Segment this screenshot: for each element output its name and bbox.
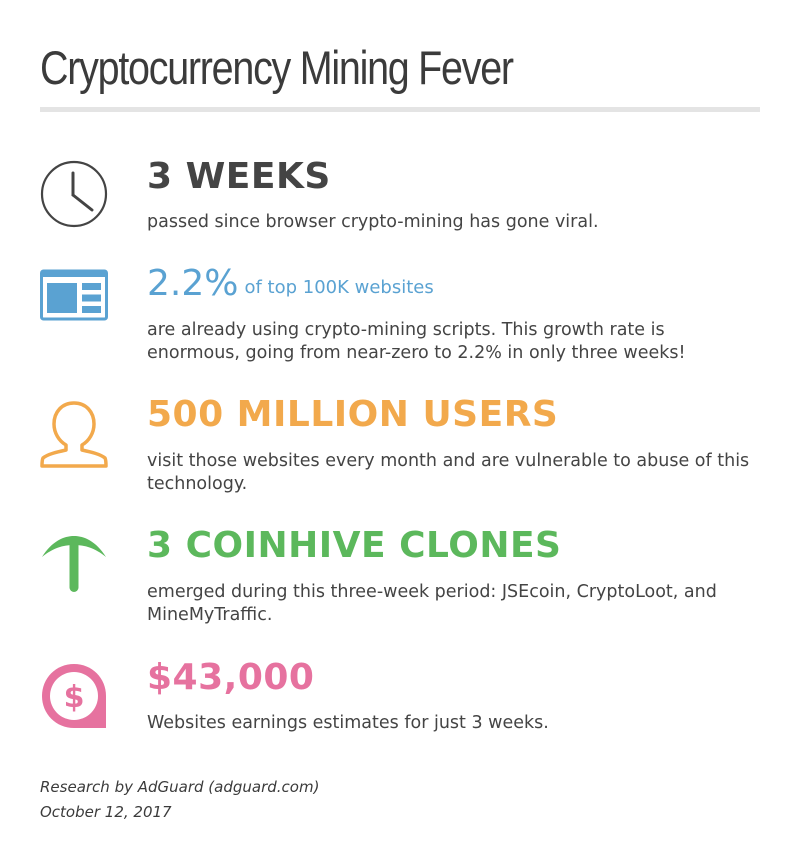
clock-icon xyxy=(40,160,108,228)
stat-websites-description: are already using crypto-mining scripts.… xyxy=(147,320,686,363)
title-divider xyxy=(40,107,760,112)
footer-date: October 12, 2017 xyxy=(40,803,172,821)
stat-weeks-headline: 3 WEEKS xyxy=(147,156,331,197)
stat-users-headline: 500 MILLION USERS xyxy=(147,394,559,435)
pickaxe-icon xyxy=(40,530,108,598)
stat-clones-headline: 3 COINHIVE CLONES xyxy=(147,525,562,566)
user-icon xyxy=(40,400,108,468)
stat-websites-headline: 2.2% xyxy=(147,263,239,304)
stat-clones-description: emerged during this three-week period: J… xyxy=(147,582,717,625)
stat-websites-suffix: of top 100K websites xyxy=(244,277,434,298)
page-title: Cryptocurrency Mining Fever xyxy=(40,41,514,94)
stat-websites-headline-row: 2.2% of top 100K websites xyxy=(147,264,434,304)
stat-users-description: visit those websites every month and are… xyxy=(147,451,750,494)
dollar-bubble-icon: $ xyxy=(40,662,108,730)
stat-weeks-description: passed since browser crypto-mining has g… xyxy=(147,212,599,232)
browser-window-icon xyxy=(40,266,108,334)
stat-earnings-headline: $43,000 xyxy=(147,657,315,698)
stat-earnings-description: Websites earnings estimates for just 3 w… xyxy=(147,713,549,733)
footer-source: Research by AdGuard (adguard.com) xyxy=(40,778,320,796)
svg-text:$: $ xyxy=(64,680,85,715)
